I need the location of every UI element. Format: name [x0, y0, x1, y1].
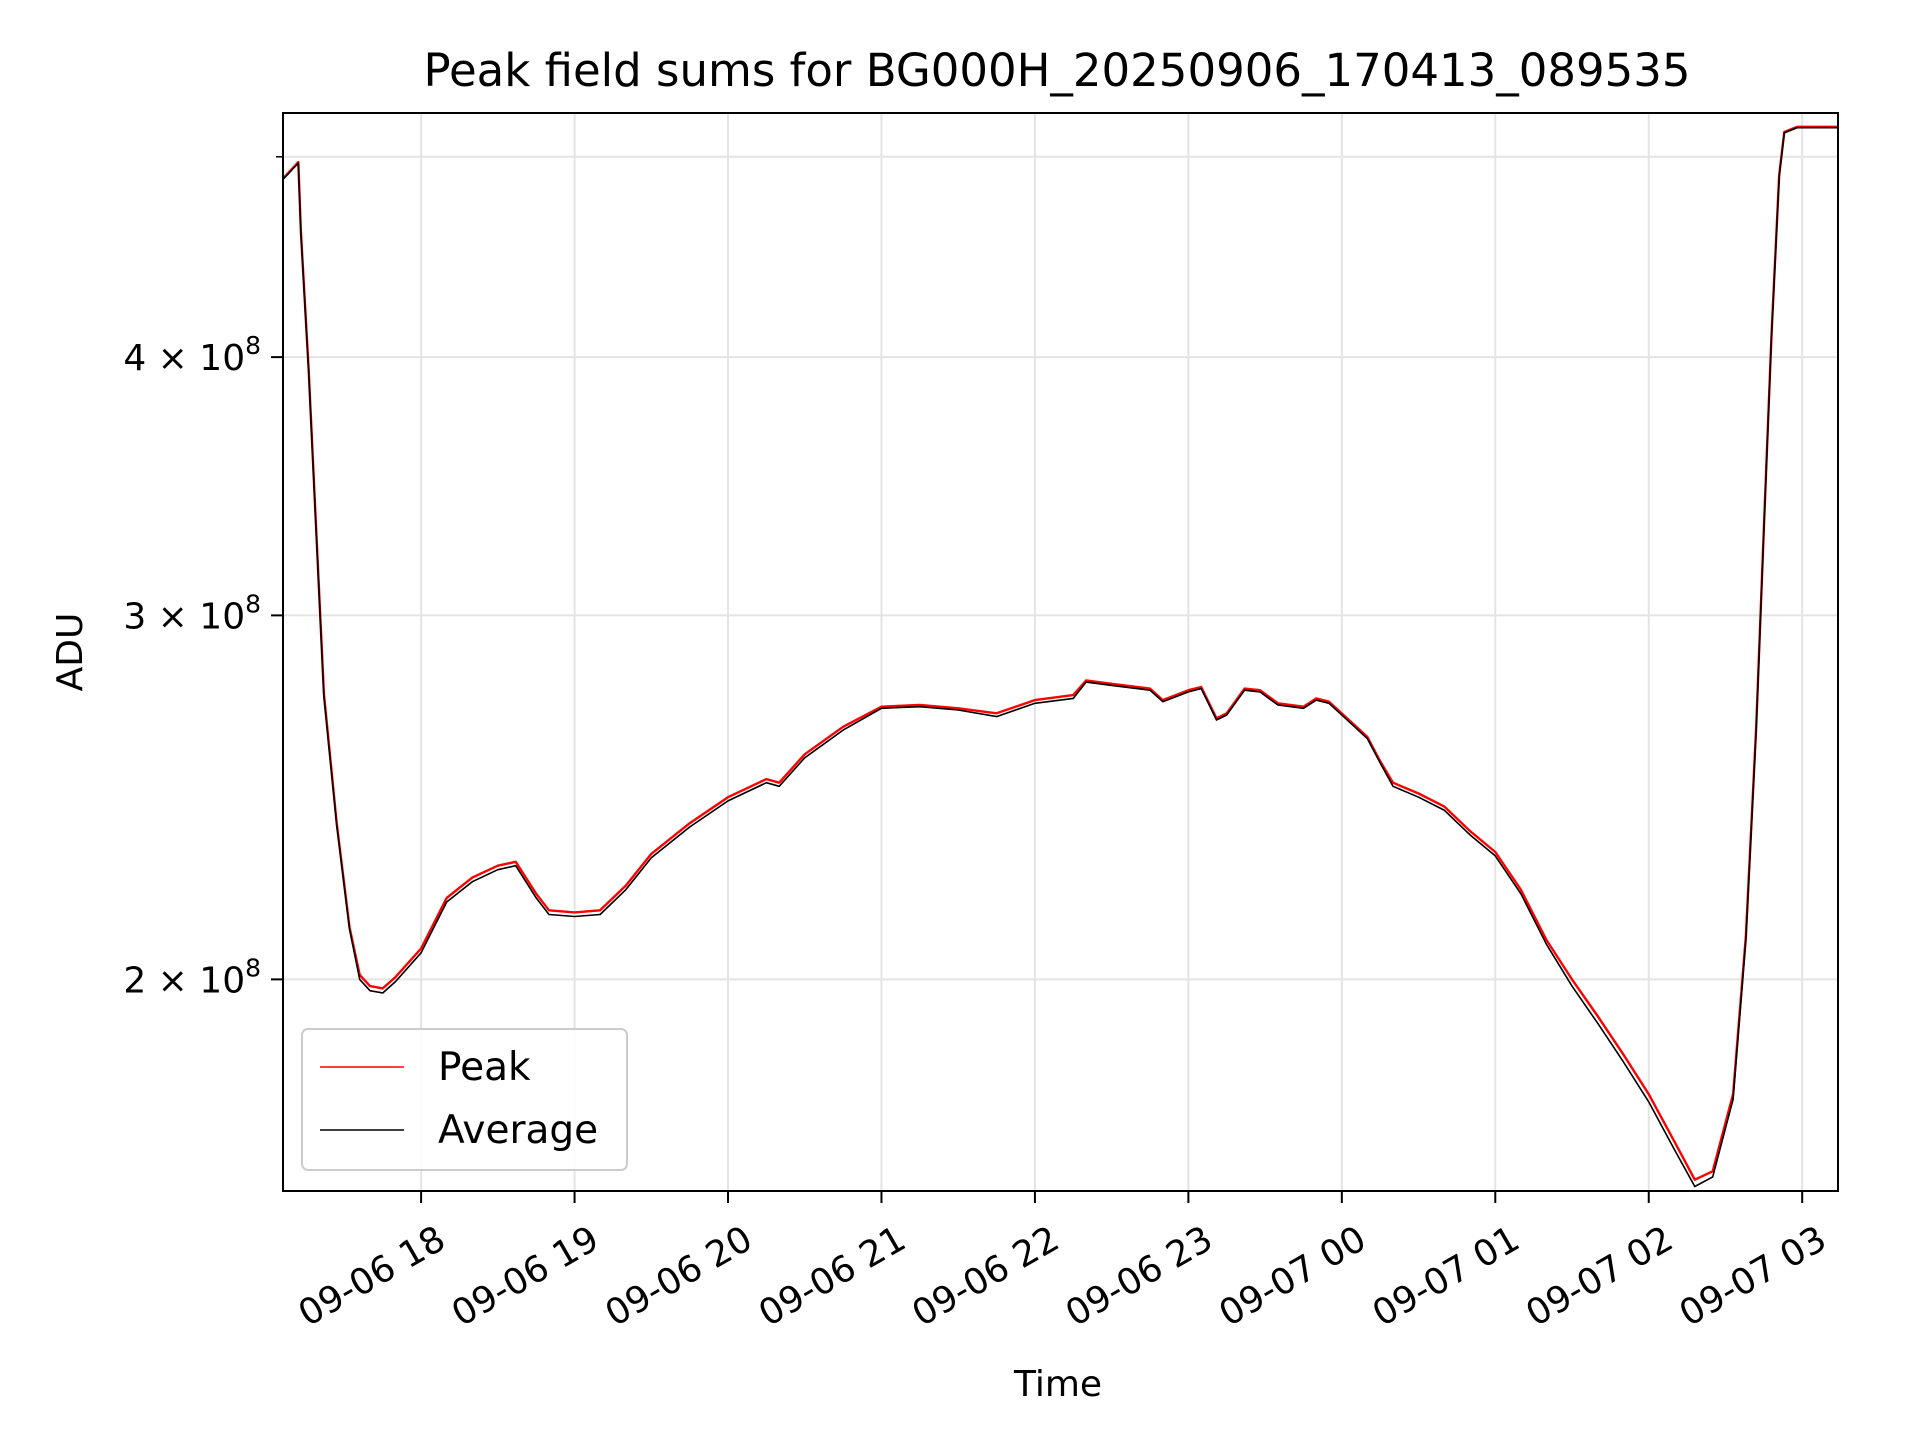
series-lines: [283, 125, 1838, 1188]
legend: Peak Average: [301, 1028, 628, 1171]
y-tick-label: 4 × 108: [123, 331, 261, 379]
series-line-peak: [283, 125, 1838, 1181]
legend-box: [301, 1028, 628, 1171]
series-line-average: [283, 126, 1838, 1188]
y-tick-label: 2 × 108: [123, 953, 261, 1001]
y-axis: 2 × 108 3 × 108 4 × 108: [123, 156, 283, 1001]
y-axis-label: ADU: [50, 613, 91, 692]
plot-frame: [282, 112, 1839, 1192]
legend-label-peak: Peak: [438, 1045, 531, 1090]
chart-title: Peak field sums for BG000H_20250906_1704…: [423, 44, 1690, 97]
legend-label-average: Average: [438, 1108, 598, 1153]
grid: [283, 113, 1838, 1191]
x-axis-label: Time: [1013, 1364, 1102, 1405]
y-tick-label: 3 × 108: [123, 589, 261, 637]
